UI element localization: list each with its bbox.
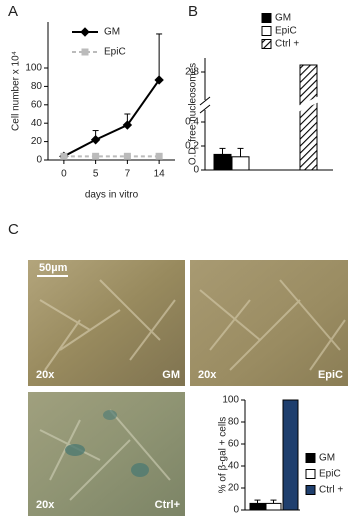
point <box>80 27 90 37</box>
y-tick-label: 60 <box>31 99 43 110</box>
y-tick-label: 100 <box>222 395 239 406</box>
y-tick-label: 80 <box>228 417 240 428</box>
legend-swatch <box>261 39 272 49</box>
legend-label: GM <box>319 453 335 464</box>
magnification: 20x <box>198 369 217 381</box>
y-axis-label: Cell number x 10⁴ <box>11 51 22 131</box>
y-axis-label: % of β-gal + cells <box>218 417 229 494</box>
break-gap <box>298 96 319 112</box>
x-tick-label: 0 <box>61 169 67 180</box>
point <box>122 120 133 130</box>
point <box>60 152 68 160</box>
point <box>92 152 100 160</box>
point <box>154 75 164 85</box>
y-tick-label: 0 <box>36 155 42 166</box>
x-axis-label: days in vitro <box>85 190 139 201</box>
panel-label: A <box>8 3 18 20</box>
y-tick-label: 20 <box>228 483 240 494</box>
magnification: 20x <box>36 499 55 511</box>
point <box>123 152 131 160</box>
y-tick-label: 60 <box>228 439 240 450</box>
y-tick-label: 20 <box>31 136 43 147</box>
image-label: GM <box>162 369 180 381</box>
micrograph: 50µm 20x GM <box>28 260 185 386</box>
bar <box>213 153 232 171</box>
y-tick-label: 80 <box>31 81 43 92</box>
y-tick-label: 0.4 <box>185 117 199 128</box>
micrograph: 20x EpiC <box>190 260 348 386</box>
legend-label: GM <box>275 13 291 24</box>
x-tick-label: 5 <box>93 169 99 180</box>
legend-swatch <box>305 453 316 463</box>
point <box>81 48 89 56</box>
bar <box>265 502 282 511</box>
legend-swatch <box>261 13 272 23</box>
y-tick-label: 40 <box>31 118 43 129</box>
panel-label: C <box>8 221 19 238</box>
x-tick-label: 7 <box>125 169 131 180</box>
legend-label: EpiC <box>319 469 341 480</box>
y-tick-label: 0 <box>193 165 199 176</box>
legend-swatch <box>305 469 316 479</box>
bar <box>282 399 299 511</box>
legend-label: GM <box>104 27 120 38</box>
micrograph: 20x Ctrl+ <box>28 392 185 516</box>
legend-label: EpiC <box>104 47 126 58</box>
legend-swatch <box>261 26 272 36</box>
bar <box>249 502 266 511</box>
legend-label: Ctrl + <box>319 485 343 496</box>
bar <box>231 156 250 171</box>
image-label: EpiC <box>318 369 343 381</box>
y-tick-label: 0 <box>233 505 239 516</box>
point <box>90 135 101 145</box>
y-tick-label: 2.8 <box>185 67 199 78</box>
image-label: Ctrl+ <box>155 499 180 511</box>
axis-break <box>199 96 211 106</box>
y-tick-label: 0.2 <box>185 141 199 152</box>
panel-label: B <box>188 3 198 20</box>
legend-label: EpiC <box>275 26 297 37</box>
x-tick-label: 14 <box>154 169 166 180</box>
y-axis-label: O.D. free nucleosomes <box>188 63 199 165</box>
legend-label: Ctrl + <box>275 39 299 50</box>
series-line <box>63 79 160 158</box>
bar <box>299 64 318 171</box>
legend-swatch <box>305 485 316 495</box>
y-tick-label: 40 <box>228 461 240 472</box>
axis-break <box>199 104 211 114</box>
magnification: 20x <box>36 369 55 381</box>
scale-bar-label: 50µm <box>39 262 68 274</box>
y-tick-label: 100 <box>25 63 42 74</box>
point <box>155 152 163 160</box>
